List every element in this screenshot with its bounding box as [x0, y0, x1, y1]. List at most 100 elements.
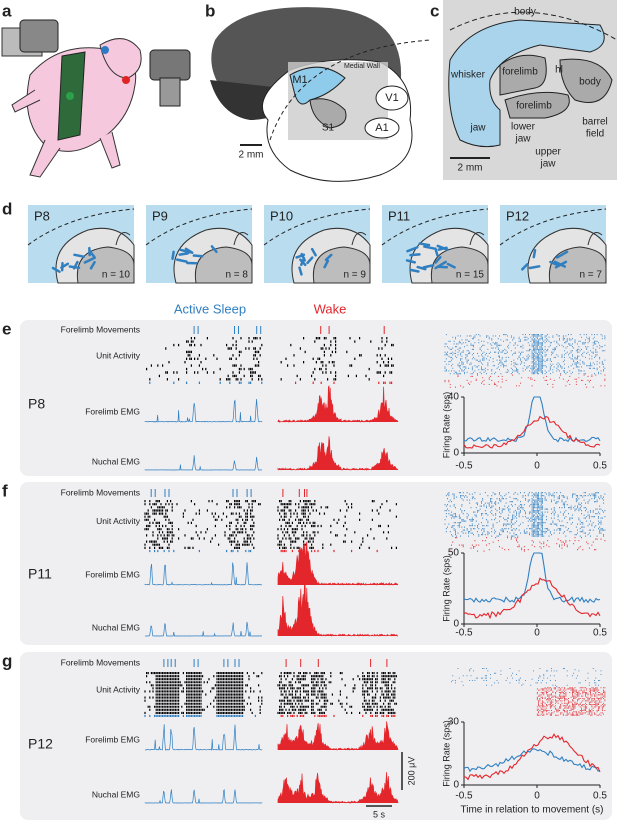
electrode-track: [51, 266, 61, 273]
x-tick-label: -0.5: [455, 791, 473, 802]
electrode: [66, 92, 74, 100]
raster-row: [144, 690, 261, 693]
age-label: P12: [28, 736, 53, 752]
raster-row: [279, 681, 396, 684]
raster-row: [277, 528, 372, 531]
psth-raster-row: [458, 342, 599, 344]
n-label: n = 10: [102, 270, 131, 281]
raster-row: [279, 512, 380, 515]
s1-outline: [548, 246, 607, 284]
condition-label: Active Sleep: [174, 301, 246, 316]
psth-raster-row: [445, 358, 601, 360]
raster-row: [144, 543, 253, 546]
region-label: barrel: [582, 117, 608, 128]
raster-row: [293, 354, 386, 357]
psth-raster-row: [449, 383, 586, 385]
electrode-track: [89, 260, 96, 270]
psth-raster-row: [444, 379, 606, 381]
age-label: P9: [152, 208, 168, 223]
raster-row: [312, 371, 393, 374]
psth-raster-row: [538, 702, 604, 704]
psth-raster-row: [544, 687, 606, 689]
emg-trace: [144, 562, 263, 586]
raster-row: [146, 540, 252, 543]
row-label: Forelimb EMG: [85, 406, 140, 416]
raster-row: [277, 537, 388, 540]
psth-raster-row: [457, 335, 606, 337]
psth-raster-row: [488, 543, 589, 545]
sulcus: [115, 232, 131, 246]
electrode-track: [416, 265, 427, 271]
raster-row: [280, 378, 370, 381]
panel-label: a: [2, 1, 12, 20]
sulcus: [469, 232, 485, 246]
psth-raster-row: [448, 492, 599, 494]
psth-raster-row: [540, 707, 603, 709]
midline: [449, 11, 617, 41]
raster-row: [149, 378, 263, 381]
psth-raster-row: [448, 355, 597, 357]
raster-row: [150, 684, 260, 687]
psth-raster-row: [451, 544, 593, 546]
psth-raster-row: [536, 706, 604, 708]
psth-raster-row: [458, 677, 597, 679]
stereotax: [149, 49, 191, 81]
electrode-track: [60, 262, 70, 269]
emg-trace: [277, 772, 399, 804]
psth-raster-row: [444, 361, 603, 363]
region-label: forelimb: [502, 67, 538, 78]
raster-row: [146, 675, 260, 678]
psth-raster-row: [482, 377, 580, 379]
x-tick-label: 0: [534, 628, 540, 639]
electrode-track: [434, 247, 439, 257]
raster-row: [155, 678, 250, 681]
x-tick-label: 0: [534, 791, 540, 802]
s1-outline: [76, 246, 135, 284]
psth-raster-row: [455, 682, 597, 684]
movement-ticks: [282, 489, 308, 497]
row-label: Unit Activity: [96, 516, 141, 526]
psth-raster-row: [466, 344, 606, 346]
firing-rate-curve: [463, 577, 601, 620]
emg-trace: [277, 721, 399, 751]
raster-row: [314, 340, 388, 343]
raster-row: [147, 509, 253, 512]
sulcus: [587, 232, 603, 246]
y-tick-label: 0: [453, 448, 459, 459]
electrode-track: [192, 254, 204, 258]
raster-row: [277, 506, 381, 509]
n-label: n = 8: [225, 270, 248, 281]
psth-raster-row: [536, 688, 598, 690]
psth-raster-row: [455, 338, 606, 340]
region-label: jaw: [469, 123, 486, 134]
electrode-track: [409, 253, 421, 257]
region-label: A1: [375, 122, 388, 134]
panel-label: e: [2, 319, 11, 338]
psth-raster-row: [445, 513, 601, 515]
raster-row: [186, 350, 260, 354]
raster-row: [146, 534, 253, 537]
raster-row: [144, 518, 253, 521]
raster-row: [155, 702, 263, 705]
emg-trace: [145, 724, 263, 751]
raster-row: [280, 714, 396, 717]
raster-row: [190, 337, 261, 340]
raster-row: [277, 711, 396, 714]
raster-row: [285, 521, 346, 524]
region-label: whisker: [450, 70, 486, 81]
s1-region: [309, 98, 347, 129]
midline: [381, 208, 489, 246]
emg-trace: [144, 455, 263, 471]
v1-region: [375, 85, 409, 111]
raster-row: [280, 515, 397, 518]
psth-raster-row: [536, 699, 606, 701]
raster-row: [303, 337, 388, 340]
psth-raster-row: [510, 538, 602, 540]
row-label: Nuchal EMG: [92, 789, 140, 799]
raster-row: [285, 357, 393, 360]
row-label: Forelimb Movements: [61, 657, 140, 667]
psth-raster-row: [488, 549, 597, 551]
raster-row: [279, 546, 397, 549]
raster-row: [314, 367, 370, 371]
